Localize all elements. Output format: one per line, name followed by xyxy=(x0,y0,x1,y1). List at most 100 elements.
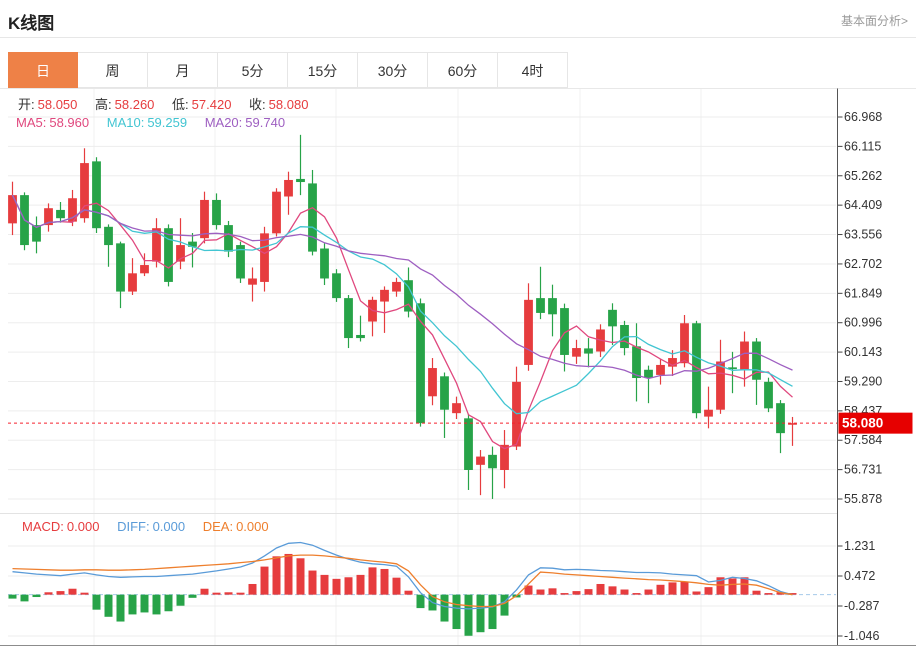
candle-body xyxy=(296,178,305,183)
macd-histogram-bar xyxy=(440,594,449,622)
macd-histogram-bar xyxy=(116,594,125,622)
diff-value: 0.000 xyxy=(152,519,186,534)
macd-histogram-bar xyxy=(464,594,473,636)
candle-body xyxy=(80,163,89,219)
close-label: 收: xyxy=(249,97,266,112)
last-price-badge xyxy=(838,412,913,434)
tab-week[interactable]: 周 xyxy=(78,52,148,88)
ma20-label: MA20: xyxy=(204,115,243,130)
tab-month[interactable]: 月 xyxy=(148,52,218,88)
macd-histogram-bar xyxy=(344,577,353,595)
candle-body xyxy=(476,456,485,465)
macd-histogram-bar xyxy=(500,594,509,616)
macd-histogram-bar xyxy=(572,591,581,595)
macd-histogram-bar xyxy=(272,556,281,595)
fundamental-analysis-link[interactable]: 基本面分析> xyxy=(840,14,908,28)
macd-tick-label: -1.046 xyxy=(844,629,879,643)
low-label: 低: xyxy=(172,97,189,112)
candle-body xyxy=(188,241,197,247)
candle-body xyxy=(176,245,185,262)
macd-histogram-bar xyxy=(368,567,377,595)
macd-histogram-bar xyxy=(752,590,761,595)
candle-body xyxy=(128,273,137,292)
open-value: 58.050 xyxy=(37,97,78,112)
candle-body xyxy=(152,228,161,262)
candle-body xyxy=(560,308,569,355)
candle-body xyxy=(416,303,425,424)
macd-histogram-bar xyxy=(548,588,557,595)
close-value: 58.080 xyxy=(268,97,309,112)
header: K线图 基本面分析> xyxy=(0,0,916,38)
ma10-line xyxy=(11,194,793,415)
candle-body xyxy=(668,358,677,367)
dea-label: DEA: xyxy=(202,519,234,534)
macd-histogram-bar xyxy=(560,593,569,595)
price-tick-label: 56.731 xyxy=(844,463,882,477)
tab-5min[interactable]: 5分 xyxy=(218,52,288,88)
candle-body xyxy=(92,161,101,229)
ma5-line xyxy=(11,194,793,450)
macd-histogram-bar xyxy=(788,593,797,595)
candle-body xyxy=(452,403,461,414)
macd-histogram-bar xyxy=(764,593,773,595)
macd-histogram-bar xyxy=(692,591,701,595)
tab-15min[interactable]: 15分 xyxy=(288,52,358,88)
price-tick-label: 59.290 xyxy=(844,374,882,388)
macd-histogram-bar xyxy=(488,594,497,630)
macd-histogram-bar xyxy=(260,566,269,595)
macd-histogram-bar xyxy=(536,589,545,595)
macd-histogram-bar xyxy=(176,594,185,606)
candle-body xyxy=(356,334,365,339)
macd-histogram-bar xyxy=(716,577,725,595)
candle-body xyxy=(140,265,149,274)
price-tick-label: 62.702 xyxy=(844,257,882,271)
candle-body xyxy=(308,183,317,252)
price-tick-label: 60.996 xyxy=(844,316,882,330)
tab-day[interactable]: 日 xyxy=(8,52,78,88)
macd-histogram-bar xyxy=(320,574,329,595)
ma20-value: 59.740 xyxy=(245,115,286,130)
candle-body xyxy=(284,179,293,197)
candle-body xyxy=(632,346,641,379)
dea-value: 0.000 xyxy=(236,519,269,534)
ma20-line xyxy=(11,194,793,380)
ma-legend: MA5: 58.960 MA10: 59.259 MA20: 59.740 xyxy=(16,115,288,130)
candle-body xyxy=(320,248,329,279)
candle-body xyxy=(332,273,341,299)
macd-histogram-bar xyxy=(740,577,749,595)
ohlc-legend: 开: 58.050 高: 58.260 低: 57.420 收: 58.080 xyxy=(18,94,311,113)
macd-tick-label: 1.231 xyxy=(844,539,875,553)
candle-body xyxy=(164,228,173,282)
tab-30min[interactable]: 30分 xyxy=(358,52,428,88)
macd-histogram-bar xyxy=(476,594,485,633)
macd-histogram-bar xyxy=(152,594,161,615)
candle-body xyxy=(200,199,209,239)
ma5-value: 58.960 xyxy=(49,115,90,130)
macd-histogram-bar xyxy=(584,589,593,595)
price-tick-label: 64.409 xyxy=(844,198,882,212)
price-tick-label: 55.878 xyxy=(844,492,882,506)
diff-label: DIFF: xyxy=(117,519,150,534)
tab-4hour[interactable]: 4时 xyxy=(498,52,568,88)
candle-body xyxy=(104,226,113,246)
macd-histogram-bar xyxy=(284,553,293,595)
macd-histogram-bar xyxy=(668,582,677,595)
candle-body xyxy=(428,368,437,397)
candle-body xyxy=(248,278,257,285)
macd-histogram-bar xyxy=(212,592,221,595)
candle-body xyxy=(44,208,53,226)
macd-histogram-bar xyxy=(332,578,341,595)
candle-body xyxy=(404,280,413,312)
macd-histogram-bar xyxy=(200,588,209,595)
macd-histogram-bar xyxy=(452,594,461,630)
macd-histogram-bar xyxy=(32,594,41,598)
macd-histogram-bar xyxy=(356,574,365,595)
price-tick-label: 65.262 xyxy=(844,169,882,183)
tab-60min[interactable]: 60分 xyxy=(428,52,498,88)
macd-histogram-bar xyxy=(404,590,413,595)
macd-histogram-bar xyxy=(380,568,389,595)
macd-tick-label: 0.472 xyxy=(844,569,875,583)
candle-body xyxy=(116,243,125,292)
candle-body xyxy=(440,376,449,410)
